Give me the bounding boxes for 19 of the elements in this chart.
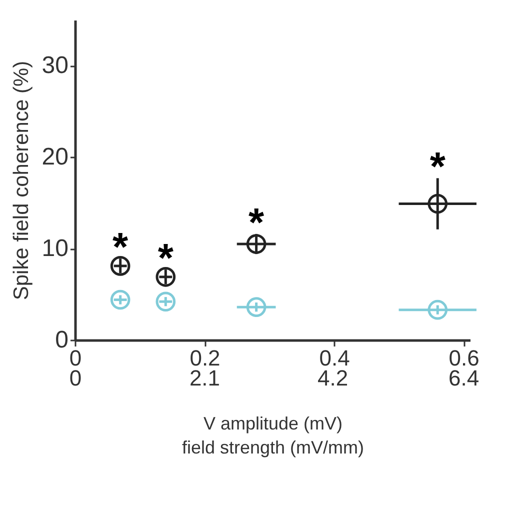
annotation: * xyxy=(158,236,174,281)
annotation: * xyxy=(112,226,129,270)
x-axis-title: V amplitude (mV) xyxy=(203,414,343,434)
y-tick-label: 30 xyxy=(42,52,68,80)
point xyxy=(110,290,130,310)
annotation: * xyxy=(248,200,265,245)
point xyxy=(110,256,130,276)
y-axis-title: Spike field coherence (%) xyxy=(10,60,33,300)
point xyxy=(156,267,176,287)
point xyxy=(246,234,266,254)
point xyxy=(428,300,448,320)
point xyxy=(428,194,448,214)
y-tick-label: 0 xyxy=(55,326,68,354)
y-tick-label: 10 xyxy=(42,235,68,262)
point xyxy=(246,297,266,317)
x2-axis-title: field strength (mV/mm) xyxy=(182,438,364,458)
annotation: * xyxy=(430,145,446,190)
y-tick-label: 20 xyxy=(42,144,68,171)
point xyxy=(156,292,176,312)
